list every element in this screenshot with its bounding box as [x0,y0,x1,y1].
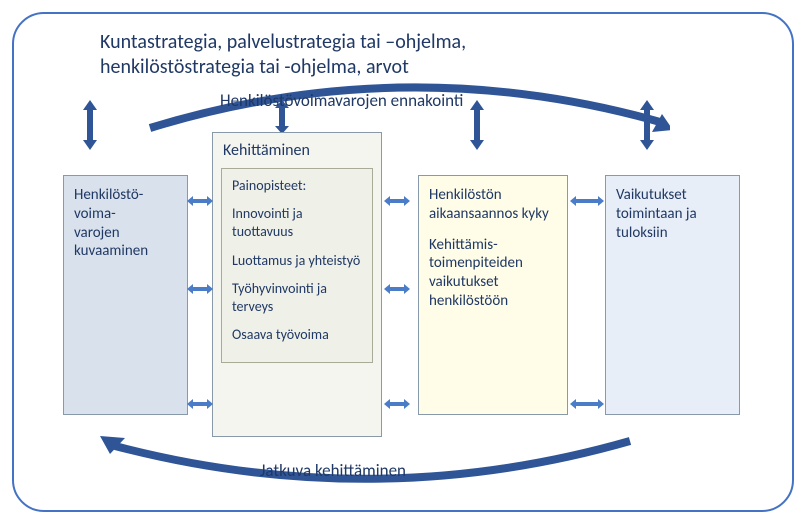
kyky-p2: Kehittämis-toimenpiteiden vaikutukset he… [429,236,557,311]
v-arrow-3 [470,100,484,150]
box-kehittaminen: Kehittäminen Painopisteet: Innovointi ja… [212,132,382,437]
vaikutukset-text: Vaikutukset toimintaan ja tuloksiin [616,186,697,242]
h-arrow-b3 [384,395,410,405]
kehit-item-4: Osaava työvoima [232,326,362,344]
title-line1: Kuntastrategia, palvelustrategia tai –oh… [100,30,660,55]
h-arrow-b1 [384,192,410,202]
kehit-item-3: Työhyvinvointi ja terveys [232,280,362,316]
kehit-item-2: Luottamus ja yhteistyö [232,252,362,270]
box-kyky: Henkilöstön aikaansaannos kyky Kehittämi… [418,175,568,415]
box-kuvaaminen: Henkilöstö-voima-varojenkuvaaminen [63,175,188,415]
kyky-p1: Henkilöstön aikaansaannos kyky [429,186,557,224]
h-arrow-a2 [187,280,213,290]
box-vaikutukset: Vaikutukset toimintaan ja tuloksiin [605,175,740,415]
kehittaminen-title: Kehittäminen [213,133,381,168]
title-line2: henkilöstöstrategia tai -ohjelma, arvot [100,55,660,80]
continuous-label: Jatkuva kehittäminen [260,460,406,481]
diagram-title: Kuntastrategia, palvelustrategia tai –oh… [100,30,660,80]
box-kuvaaminen-text: Henkilöstö-voima-varojenkuvaaminen [74,186,148,260]
kehit-item-1: Innovointi ja tuottavuus [232,205,362,241]
kehittaminen-inner: Painopisteet: Innovointi ja tuottavuus L… [221,168,373,363]
h-arrow-a3 [187,395,213,405]
kehit-item-0: Painopisteet: [232,177,362,195]
anticipation-label: Henkilöstövoimavarojen ennakointi [220,90,463,111]
v-arrow-1 [83,100,97,150]
v-arrow-4 [640,100,654,150]
h-arrow-b2 [384,280,410,290]
h-arrow-a1 [187,192,213,202]
h-arrow-c1 [570,192,604,202]
h-arrow-c2 [570,395,604,405]
